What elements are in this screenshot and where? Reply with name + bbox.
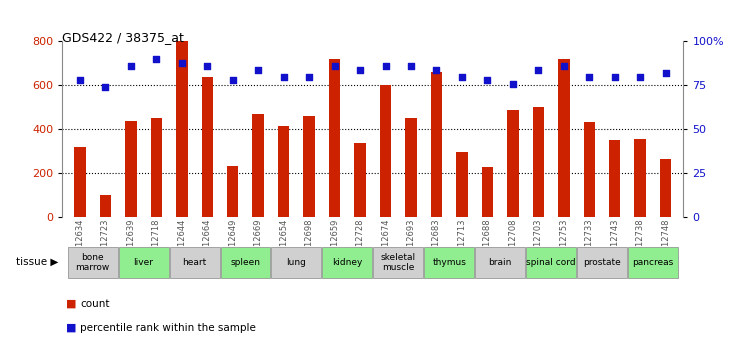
Bar xyxy=(322,247,372,278)
Text: brain: brain xyxy=(488,258,512,267)
Bar xyxy=(170,247,219,278)
Point xyxy=(635,74,646,79)
Point xyxy=(176,60,188,65)
Bar xyxy=(456,152,468,217)
Bar xyxy=(635,139,646,217)
Bar xyxy=(405,118,417,217)
Bar xyxy=(628,247,678,278)
Bar xyxy=(431,72,442,217)
Point xyxy=(227,77,238,83)
Text: pancreas: pancreas xyxy=(632,258,673,267)
Point xyxy=(482,77,493,83)
Point xyxy=(507,81,519,86)
Point xyxy=(329,63,341,69)
Bar xyxy=(227,166,238,217)
Bar xyxy=(424,247,474,278)
Text: ■: ■ xyxy=(66,299,76,308)
Point xyxy=(431,67,442,72)
Bar xyxy=(202,77,213,217)
Point xyxy=(303,74,315,79)
Bar xyxy=(68,247,118,278)
Text: prostate: prostate xyxy=(583,258,621,267)
Bar xyxy=(507,110,518,217)
Point xyxy=(379,63,391,69)
Bar xyxy=(252,114,264,217)
Bar xyxy=(278,126,289,217)
Point xyxy=(355,67,366,72)
Bar xyxy=(221,247,270,278)
Bar xyxy=(374,247,423,278)
Bar xyxy=(355,142,366,217)
Text: bone
marrow: bone marrow xyxy=(75,253,110,272)
Text: ■: ■ xyxy=(66,323,76,333)
Text: percentile rank within the sample: percentile rank within the sample xyxy=(80,323,257,333)
Point xyxy=(456,74,468,79)
Bar xyxy=(475,247,525,278)
Text: liver: liver xyxy=(134,258,154,267)
Bar xyxy=(577,247,627,278)
Text: count: count xyxy=(80,299,110,308)
Bar xyxy=(75,147,86,217)
Bar xyxy=(526,247,576,278)
Point xyxy=(583,74,595,79)
Text: spinal cord: spinal cord xyxy=(526,258,576,267)
Bar xyxy=(558,59,569,217)
Text: tissue ▶: tissue ▶ xyxy=(16,257,58,267)
Text: thymus: thymus xyxy=(432,258,466,267)
Point xyxy=(278,74,289,79)
Point xyxy=(252,67,264,72)
Point xyxy=(125,63,137,69)
Point xyxy=(202,63,213,69)
Bar xyxy=(609,140,621,217)
Bar xyxy=(151,118,162,217)
Point xyxy=(558,63,569,69)
Bar xyxy=(271,247,322,278)
Point xyxy=(405,63,417,69)
Text: lung: lung xyxy=(287,258,306,267)
Point xyxy=(74,77,86,83)
Text: kidney: kidney xyxy=(332,258,363,267)
Bar xyxy=(380,85,391,217)
Text: GDS422 / 38375_at: GDS422 / 38375_at xyxy=(62,31,184,45)
Bar xyxy=(303,116,315,217)
Point xyxy=(151,56,162,62)
Text: skeletal
muscle: skeletal muscle xyxy=(381,253,416,272)
Bar xyxy=(99,195,111,217)
Bar xyxy=(125,120,137,217)
Bar xyxy=(176,41,188,217)
Point xyxy=(99,85,111,90)
Bar xyxy=(533,107,544,217)
Bar xyxy=(583,122,595,217)
Text: spleen: spleen xyxy=(230,258,260,267)
Point xyxy=(660,70,672,76)
Point xyxy=(532,67,544,72)
Bar xyxy=(482,167,493,217)
Bar xyxy=(660,159,671,217)
Text: heart: heart xyxy=(183,258,207,267)
Bar xyxy=(329,59,341,217)
Point xyxy=(609,74,621,79)
Bar xyxy=(118,247,169,278)
